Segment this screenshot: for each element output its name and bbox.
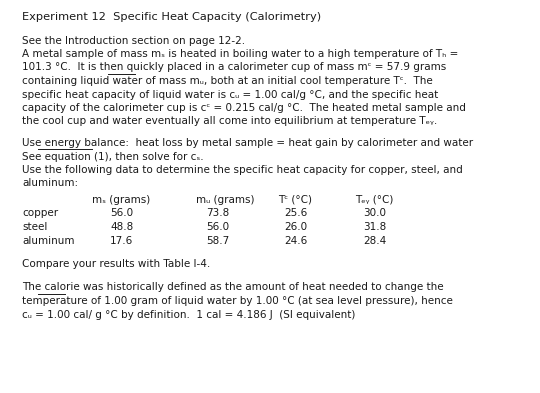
Text: aluminum:: aluminum:	[22, 178, 78, 189]
Text: 58.7: 58.7	[206, 235, 230, 246]
Text: 48.8: 48.8	[110, 222, 133, 232]
Text: Compare your results with Table I-4.: Compare your results with Table I-4.	[22, 259, 210, 269]
Text: 56.0: 56.0	[206, 222, 229, 232]
Text: A metal sample of mass mₛ is heated in boiling water to a high temperature of Tₕ: A metal sample of mass mₛ is heated in b…	[22, 49, 458, 59]
Text: 56.0: 56.0	[110, 209, 133, 219]
Text: 30.0: 30.0	[363, 209, 386, 219]
Text: 26.0: 26.0	[284, 222, 307, 232]
Text: 17.6: 17.6	[110, 235, 133, 246]
Text: mᵤ (grams): mᵤ (grams)	[196, 195, 254, 205]
Text: Tᶜ (°C): Tᶜ (°C)	[278, 195, 312, 205]
Text: mₛ (grams): mₛ (grams)	[92, 195, 150, 205]
Text: steel: steel	[22, 222, 48, 232]
Text: 25.6: 25.6	[284, 209, 307, 219]
Text: 101.3 °C.  It is then quickly placed in a calorimeter cup of mass mᶜ = 57.9 gram: 101.3 °C. It is then quickly placed in a…	[22, 62, 446, 72]
Text: See the Introduction section on page 12-2.: See the Introduction section on page 12-…	[22, 35, 245, 46]
Text: the cool cup and water eventually all come into equilibrium at temperature Tₑᵧ.: the cool cup and water eventually all co…	[22, 116, 437, 127]
Text: specific heat capacity of liquid water is cᵤ = 1.00 cal/g °C, and the specific h: specific heat capacity of liquid water i…	[22, 90, 438, 99]
Text: aluminum: aluminum	[22, 235, 75, 246]
Text: capacity of the calorimeter cup is cᶜ = 0.215 cal/g °C.  The heated metal sample: capacity of the calorimeter cup is cᶜ = …	[22, 103, 466, 113]
Text: Experiment 12  Specific Heat Capacity (Calorimetry): Experiment 12 Specific Heat Capacity (Ca…	[22, 12, 321, 22]
Text: containing liquid water of mass mᵤ, both at an initial cool temperature Tᶜ.  The: containing liquid water of mass mᵤ, both…	[22, 76, 433, 86]
Text: cᵤ = 1.00 cal/ g °C by definition.  1 cal = 4.186 J  (SI equivalent): cᵤ = 1.00 cal/ g °C by definition. 1 cal…	[22, 310, 355, 320]
Text: 31.8: 31.8	[363, 222, 386, 232]
Text: The calorie was historically defined as the amount of heat needed to change the: The calorie was historically defined as …	[22, 283, 444, 292]
Text: Use the following data to determine the specific heat capacity for copper, steel: Use the following data to determine the …	[22, 165, 463, 175]
Text: 73.8: 73.8	[206, 209, 230, 219]
Text: copper: copper	[22, 209, 58, 219]
Text: Use energy balance:  heat loss by metal sample = heat gain by calorimeter and wa: Use energy balance: heat loss by metal s…	[22, 138, 473, 148]
Text: 24.6: 24.6	[284, 235, 307, 246]
Text: temperature of 1.00 gram of liquid water by 1.00 °C (at sea level pressure), hen: temperature of 1.00 gram of liquid water…	[22, 296, 453, 306]
Text: See equation (1), then solve for cₛ.: See equation (1), then solve for cₛ.	[22, 151, 204, 162]
Text: Tₑᵧ (°C): Tₑᵧ (°C)	[355, 195, 393, 205]
Text: 28.4: 28.4	[363, 235, 386, 246]
